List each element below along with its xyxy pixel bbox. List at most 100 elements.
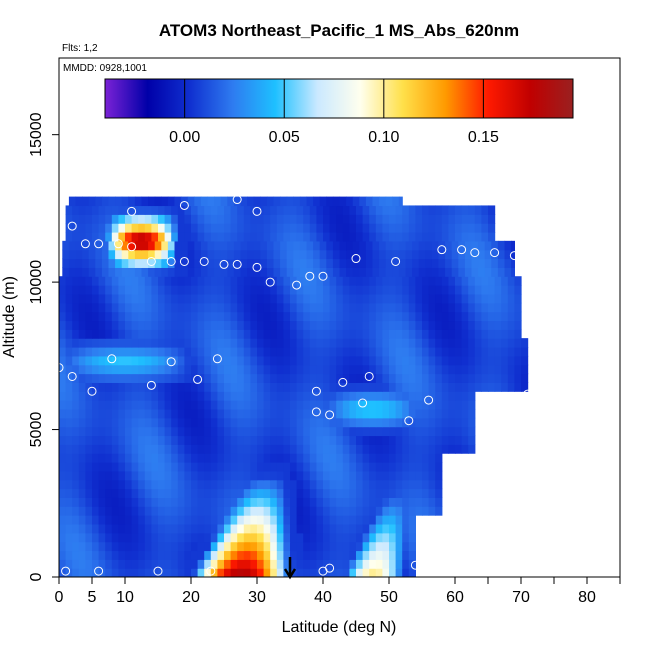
curtain-cell [435, 364, 443, 375]
sample-point [179, 200, 189, 210]
curtain-cell [501, 329, 509, 339]
curtain-cell [342, 470, 350, 481]
curtain-cell [164, 329, 172, 339]
curtain-cell [395, 400, 403, 410]
curtain-cell [408, 470, 416, 481]
curtain-cell [191, 329, 199, 339]
curtain-cell [151, 568, 159, 577]
curtain-cell [125, 435, 133, 445]
curtain-cell [72, 506, 80, 516]
curtain-cell [210, 320, 218, 330]
curtain-cell [78, 506, 86, 516]
curtain-cell [184, 346, 192, 357]
curtain-cell [85, 559, 93, 569]
curtain-cell [118, 293, 126, 304]
curtain-cell [342, 205, 350, 215]
curtain-cell [468, 276, 476, 286]
curtain-cell [332, 249, 341, 260]
curtain-cell [481, 214, 489, 224]
curtain-cell [105, 231, 113, 242]
curtain-cell [438, 258, 446, 268]
curtain-cell [105, 541, 113, 552]
curtain-cell [270, 523, 278, 534]
curtain-cell [488, 338, 496, 348]
curtain-cell [415, 231, 423, 242]
curtain-cell [105, 408, 113, 419]
curtain-cell [356, 523, 364, 534]
curtain-cell [197, 479, 205, 490]
curtain-cell [435, 417, 443, 428]
curtain-cell [481, 293, 489, 304]
curtain-cell [164, 426, 172, 437]
curtain-cell [375, 214, 383, 224]
curtain-cell [125, 223, 133, 233]
curtain-cell [250, 293, 258, 304]
curtain-cell [342, 541, 350, 552]
curtain-cell [237, 453, 245, 463]
curtain-cell [408, 461, 416, 472]
curtain-cell [111, 205, 119, 215]
curtain-cell [125, 320, 133, 330]
curtain-cell [382, 346, 390, 357]
curtain-cell [177, 329, 185, 339]
curtain-cell [230, 205, 238, 215]
curtain-cell [481, 285, 489, 295]
curtain-cell [98, 550, 106, 560]
sample-point [199, 256, 209, 266]
curtain-cell [468, 293, 476, 304]
curtain-cell [257, 532, 265, 543]
curtain-cell [474, 285, 482, 295]
curtain-cell [415, 320, 423, 330]
curtain-cell [98, 223, 106, 233]
curtain-cell [349, 214, 357, 224]
curtain-cell [507, 302, 515, 313]
curtain-cell [435, 435, 443, 445]
curtain-cell [296, 223, 304, 233]
curtain-cell [389, 470, 397, 481]
curtain-cell [237, 435, 245, 445]
curtain-cell [395, 479, 403, 490]
curtain-cell [131, 435, 139, 445]
curtain-cell [316, 364, 324, 375]
curtain-cell [448, 417, 456, 428]
curtain-cell [402, 320, 410, 330]
curtain-cell [144, 311, 152, 322]
curtain-cell [375, 400, 383, 410]
curtain-cell [257, 338, 265, 348]
sample-point [311, 386, 321, 396]
curtain-cell [138, 320, 146, 330]
curtain-cell [243, 373, 251, 383]
curtain-cell [362, 444, 370, 454]
curtain-cell [72, 488, 80, 498]
curtain-cell [303, 320, 311, 330]
curtain-cell [385, 240, 393, 251]
curtain-cell [422, 417, 430, 428]
curtain-cell [408, 400, 416, 410]
curtain-cell [461, 444, 469, 454]
curtain-cell [177, 470, 185, 481]
curtain-cell [511, 240, 515, 251]
curtain-cell [431, 249, 440, 260]
curtain-cell [197, 231, 205, 242]
curtain-cell [521, 373, 529, 383]
curtain-cell [118, 515, 126, 525]
curtain-cell [230, 417, 238, 428]
curtain-cell [138, 338, 146, 348]
curtain-cell [78, 435, 86, 445]
curtain-cell [415, 461, 423, 472]
curtain-cell [375, 329, 383, 339]
curtain-cell [441, 364, 449, 375]
curtain-cell [151, 400, 159, 410]
curtain-cell [369, 435, 377, 445]
curtain-cell [316, 338, 324, 348]
curtain-cell [111, 223, 119, 233]
curtain-cell [461, 223, 469, 233]
curtain-cell [309, 355, 317, 366]
curtain-cell [329, 382, 337, 392]
curtain-cell [372, 240, 380, 251]
curtain-cell [237, 205, 245, 215]
curtain-cell [191, 417, 199, 428]
curtain-cell [257, 373, 265, 383]
curtain-cell [98, 302, 106, 313]
curtain-cell [405, 267, 413, 277]
